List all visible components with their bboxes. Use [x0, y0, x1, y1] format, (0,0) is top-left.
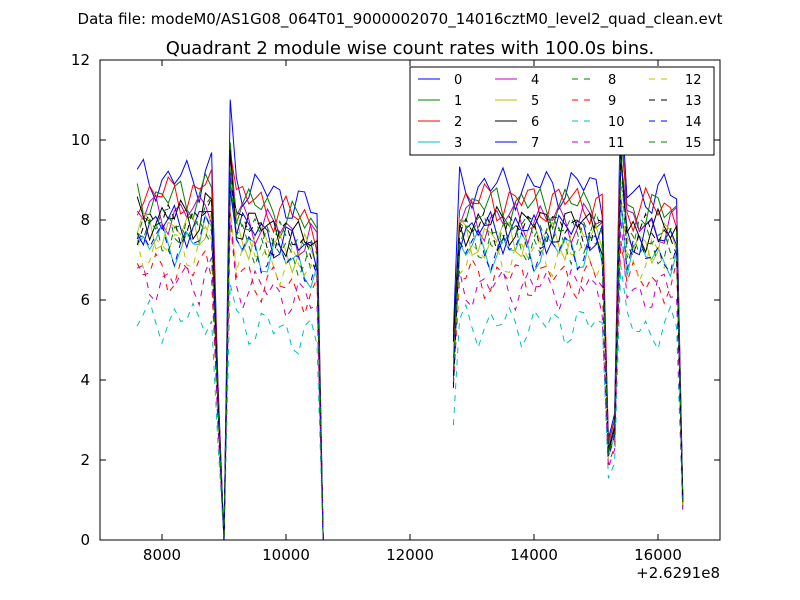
series-line-8-seg1 — [136, 166, 324, 541]
legend-label-5: 5 — [531, 94, 539, 109]
legend-label-0: 0 — [454, 73, 462, 88]
plot-lines — [136, 93, 684, 541]
legend-label-9: 9 — [608, 94, 616, 109]
legend-label-12: 12 — [685, 73, 702, 88]
series-line-0-seg1 — [136, 99, 324, 541]
y-tick-label: 2 — [80, 451, 90, 469]
x-tick-label: 10000 — [262, 546, 310, 564]
y-tick-label: 12 — [71, 51, 90, 69]
series-line-0-seg3 — [452, 93, 684, 497]
legend-label-4: 4 — [531, 73, 539, 88]
legend-label-7: 7 — [531, 136, 539, 151]
y-tick-label: 4 — [80, 371, 90, 389]
y-tick-label: 10 — [71, 131, 90, 149]
series-line-12-seg1 — [136, 207, 324, 541]
legend-label-13: 13 — [685, 94, 702, 109]
legend-label-8: 8 — [608, 73, 616, 88]
series-line-1-seg3 — [452, 134, 684, 499]
x-tick-label: 8000 — [143, 546, 181, 564]
series-line-10-seg3 — [452, 265, 684, 514]
legend-label-2: 2 — [454, 115, 462, 130]
chart-title: Quadrant 2 module wise count rates with … — [166, 38, 655, 59]
series-line-11-seg1 — [136, 220, 324, 541]
series-line-3-seg3 — [452, 197, 684, 505]
legend-label-10: 10 — [608, 115, 625, 130]
x-tick-label: 16000 — [634, 546, 682, 564]
y-tick-label: 0 — [80, 531, 90, 549]
series-line-14-seg3 — [452, 199, 684, 505]
legend-label-15: 15 — [685, 136, 702, 151]
figure-suptitle: Data file: modeM0/AS1G08_064T01_90000020… — [78, 10, 723, 29]
series-line-1-seg1 — [136, 142, 324, 541]
x-offset-label: +2.6291e8 — [636, 564, 720, 582]
legend-label-14: 14 — [685, 115, 702, 130]
series-line-12-seg3 — [452, 194, 684, 506]
series-line-13-seg3 — [452, 150, 684, 502]
series-line-9-seg1 — [136, 212, 324, 541]
series-line-10-seg1 — [136, 283, 324, 541]
series-line-6-seg3 — [452, 153, 684, 502]
series-line-5-seg3 — [452, 149, 684, 503]
legend-label-1: 1 — [454, 94, 462, 109]
series-line-2-seg3 — [452, 115, 684, 499]
legend-label-11: 11 — [608, 136, 625, 151]
x-tick-label: 12000 — [386, 546, 434, 564]
series-line-14-seg1 — [136, 172, 324, 541]
legend-box — [409, 66, 715, 156]
y-tick-label: 6 — [80, 291, 90, 309]
y-tick-label: 8 — [80, 211, 90, 229]
series-line-13-seg1 — [136, 181, 324, 541]
x-tick-label: 14000 — [510, 546, 558, 564]
legend-label-3: 3 — [454, 136, 462, 151]
series-line-11-seg3 — [452, 218, 684, 510]
legend-label-6: 6 — [531, 115, 539, 130]
series-line-8-seg3 — [452, 158, 684, 503]
series-line-7-seg3 — [452, 157, 684, 503]
